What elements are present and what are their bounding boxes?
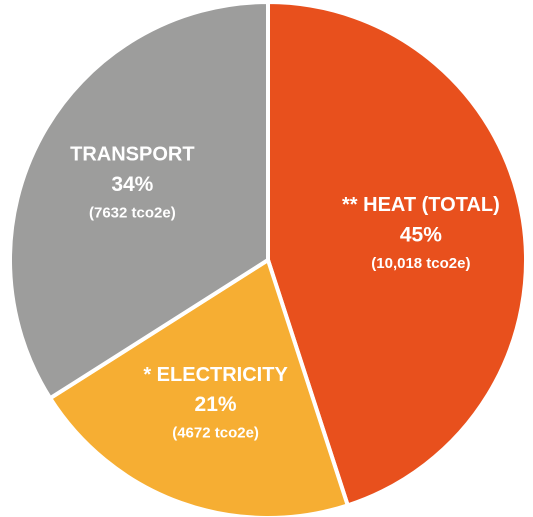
slice-label: ** HEAT (TOTAL) (342, 194, 500, 216)
slice-percent: 21% (195, 393, 237, 416)
slice-label: * ELECTRICITY (143, 364, 288, 386)
pie-slice (266, 0, 528, 508)
slice-emissions: (7632 tco2e) (89, 204, 176, 221)
pie-slice (8, 0, 270, 401)
slice-emissions: (4672 tco2e) (172, 425, 259, 442)
slice-percent: 45% (400, 223, 442, 246)
slice-percent: 34% (111, 173, 153, 196)
slice-emissions: (10,018 tco2e) (371, 255, 470, 272)
pie-slice (48, 258, 350, 517)
slice-label: TRANSPORT (70, 144, 194, 166)
